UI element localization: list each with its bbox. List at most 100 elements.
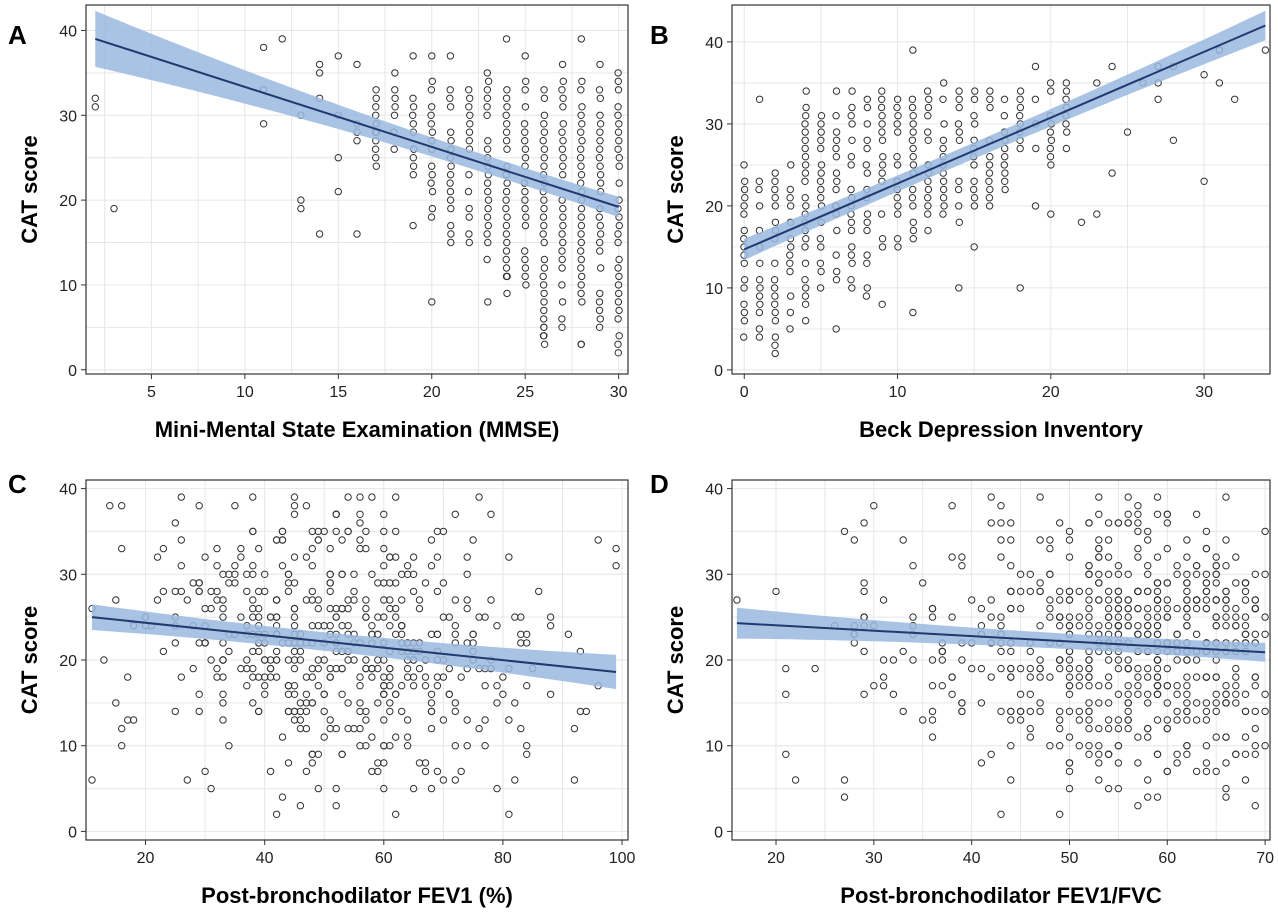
data-point [894, 112, 902, 120]
data-point [832, 153, 841, 161]
data-point [924, 210, 932, 218]
data-point [948, 613, 956, 621]
data-point [801, 144, 809, 153]
data-point [1144, 613, 1152, 621]
data-point [1095, 579, 1103, 587]
plot-frame [85, 4, 629, 375]
data-point [1202, 699, 1211, 707]
data-point [390, 111, 399, 120]
data-point [879, 682, 888, 690]
data-point [463, 716, 471, 724]
data-point [848, 87, 856, 95]
data-point [1153, 690, 1162, 698]
data-point [1104, 536, 1113, 544]
data-point [958, 562, 966, 570]
data-point [1232, 622, 1240, 630]
data-point [817, 128, 825, 136]
data-point [110, 204, 118, 213]
data-point [356, 519, 364, 527]
data-point [219, 596, 227, 604]
data-point [540, 306, 548, 315]
data-point [523, 742, 531, 750]
data-point [740, 185, 749, 194]
data-point [1163, 613, 1172, 621]
data-point [521, 204, 529, 213]
data-point [863, 120, 871, 128]
data-point [326, 724, 334, 733]
data-point [539, 230, 547, 238]
data-point [1153, 656, 1162, 664]
data-point [1241, 613, 1250, 621]
data-point [817, 112, 826, 120]
data-point [433, 682, 442, 690]
data-point [457, 767, 465, 776]
data-point [596, 238, 604, 247]
data-point [1222, 596, 1230, 604]
data-point [481, 742, 489, 750]
data-point [499, 690, 507, 698]
data-point [463, 570, 471, 578]
data-point [255, 604, 263, 613]
data-point [511, 699, 519, 707]
data-point [1016, 604, 1025, 613]
data-point [596, 128, 604, 136]
data-point [740, 284, 748, 292]
data-point [559, 238, 567, 247]
data-point [1202, 604, 1211, 613]
data-point [771, 300, 779, 308]
data-point [1075, 682, 1084, 690]
data-point [755, 202, 764, 210]
data-point [939, 194, 948, 202]
data-point [409, 94, 417, 103]
data-point [771, 292, 779, 300]
data-point [259, 120, 268, 128]
data-point [362, 656, 370, 664]
data-point [540, 204, 548, 213]
x-tick-label: 60 [375, 850, 393, 867]
x-axis-title: Mini-Mental State Examination (MMSE) [155, 417, 560, 442]
data-point [1056, 664, 1064, 673]
data-point [546, 622, 555, 630]
data-point [272, 596, 281, 604]
data-point [1104, 716, 1113, 724]
data-point [878, 112, 886, 120]
data-point [787, 292, 795, 300]
data-point [428, 128, 437, 136]
data-point [1124, 510, 1132, 518]
data-point [1095, 536, 1103, 544]
data-point [862, 292, 871, 300]
data-point [1065, 656, 1074, 664]
data-point [484, 196, 493, 204]
data-point [1163, 519, 1172, 527]
data-point [171, 519, 180, 527]
data-point [195, 579, 203, 587]
data-point [290, 622, 299, 630]
data-point [112, 596, 120, 604]
data-point [1104, 682, 1113, 690]
data-point [171, 707, 180, 716]
data-point [1134, 519, 1142, 527]
data-point [770, 276, 779, 284]
data-point [1114, 742, 1123, 750]
data-point [1241, 750, 1250, 758]
data-point [521, 137, 529, 145]
data-point [320, 527, 328, 536]
x-tick-label: 80 [494, 850, 512, 867]
data-point [502, 187, 511, 196]
data-point [1046, 79, 1055, 87]
data-point [1031, 95, 1040, 104]
data-point [909, 161, 918, 169]
data-point [308, 544, 316, 553]
data-point [597, 264, 605, 272]
data-point [314, 664, 322, 673]
data-point [213, 544, 221, 553]
y-tick-label: 30 [59, 108, 77, 125]
data-point [540, 94, 549, 103]
data-point [832, 276, 841, 284]
data-point [1026, 570, 1035, 578]
data-point [1114, 596, 1123, 604]
data-point [521, 247, 529, 255]
data-point [522, 77, 530, 86]
data-point [860, 579, 868, 587]
data-point [596, 145, 604, 153]
